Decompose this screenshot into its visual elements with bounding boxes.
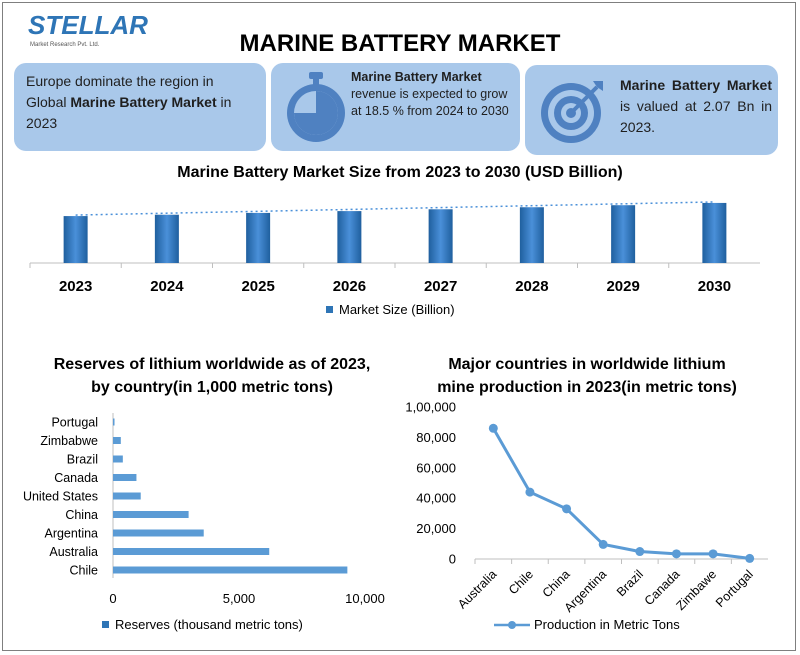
card3-body: is valued at 2.07 Bn in 2023. [620,98,772,135]
x-tick-label: 2029 [606,278,639,295]
x-tick-label: 2023 [59,278,92,295]
bar [519,207,544,263]
stellar-logo: STELLAR Market Research Pvt. Ltd. [28,8,148,56]
bar [337,211,362,263]
legend-label: Production in Metric Tons [534,617,680,632]
y-tick-label: Argentina [44,527,98,541]
bar [154,214,179,263]
card2-text: Marine Battery Market revenue is expecte… [351,69,516,120]
bar [702,202,727,263]
x-tick-label: Portugal [713,567,756,610]
bar [428,209,453,263]
market-size-legend: Market Size (Billion) [326,302,455,317]
x-tick-label: Australia [455,567,499,611]
y-tick-label: Australia [49,545,98,559]
x-tick-label: Zimbawe [673,567,719,613]
reserves-legend: Reserves (thousand metric tons) [102,617,303,632]
card2-body: revenue is expected to grow at 18.5 % fr… [351,87,509,118]
card1-bold: Marine Battery Market [70,94,217,110]
y-tick-label: United States [23,490,98,504]
bar [63,216,88,263]
info-card-growth: Marine Battery Market revenue is expecte… [271,63,520,151]
info-card-value: Marine Battery Market is valued at 2.07 … [525,65,778,155]
reserves-chart-title: Reserves of lithium worldwide as of 2023… [53,356,371,396]
stopwatch-icon [287,72,345,142]
y-tick-label: 80,000 [416,430,456,445]
bar [113,437,121,444]
data-point [598,539,608,549]
x-tick-label: Chile [506,567,536,597]
y-tick-label: Brazil [67,453,98,467]
x-tick-label: Brazil [614,567,646,599]
production-line [492,427,750,560]
x-tick-label: 2025 [241,278,274,295]
y-tick-label: Portugal [51,416,98,430]
card3-text: Marine Battery Market is valued at 2.07 … [620,75,772,138]
data-point [708,549,718,559]
logo-subtext: Market Research Pvt. Ltd. [30,42,100,48]
legend-swatch [102,621,109,628]
bar [113,548,270,555]
bar [113,474,137,481]
y-tick-label: 20,000 [416,521,456,536]
x-tick-label: 2030 [698,278,731,295]
x-tick-label: 10,000 [345,591,385,606]
y-tick-label: China [65,508,98,522]
legend-label: Market Size (Billion) [339,302,455,317]
x-tick-label: 0 [109,591,116,606]
x-tick-label: China [540,567,573,600]
info-card-region: Europe dominate the region in Global Mar… [14,63,266,151]
y-tick-label: Canada [54,471,98,485]
data-point [671,549,681,559]
bar [113,455,123,463]
production-legend: Production in Metric Tons [494,617,680,632]
y-tick-label: 1,00,000 [405,400,456,415]
y-tick-label: 0 [449,552,456,567]
data-point [488,423,498,433]
x-tick-label: 2027 [424,278,457,295]
card1-text-end: in 2023 [26,94,232,131]
y-tick-label: 60,000 [416,460,456,475]
legend-swatch [326,306,333,313]
data-point [635,547,645,557]
target-icon [541,81,603,143]
x-tick-label: 2026 [333,278,366,295]
trendline [75,201,715,216]
y-tick-label: Zimbabwe [40,434,98,448]
legend-line-marker [494,620,530,629]
bar [246,212,271,263]
production-chart-title: Major countries in worldwide lithium min… [437,356,737,396]
x-tick-label: 2024 [150,278,184,295]
data-point [562,504,572,514]
logo-text: STELLAR [28,10,148,40]
x-tick-label: 2028 [515,278,548,295]
card3-bold: Marine Battery Market [620,77,772,93]
card2-bold: Marine Battery Market [351,70,482,84]
y-tick-label: Chile [70,564,99,578]
data-point [525,487,535,497]
page-title: MARINE BATTERY MARKET [239,30,561,57]
bar [113,492,141,500]
card1-text: Europe dominate the region in Global [26,73,214,110]
bar [113,566,348,574]
bar [113,511,189,518]
bar [611,205,636,263]
data-point [745,553,755,563]
x-tick-label: 5,000 [223,591,256,606]
bar [113,529,204,537]
market-size-chart-title: Marine Battery Market Size from 2023 to … [177,164,623,181]
legend-label: Reserves (thousand metric tons) [115,617,303,632]
y-tick-label: 40,000 [416,491,456,506]
bar [113,418,115,426]
